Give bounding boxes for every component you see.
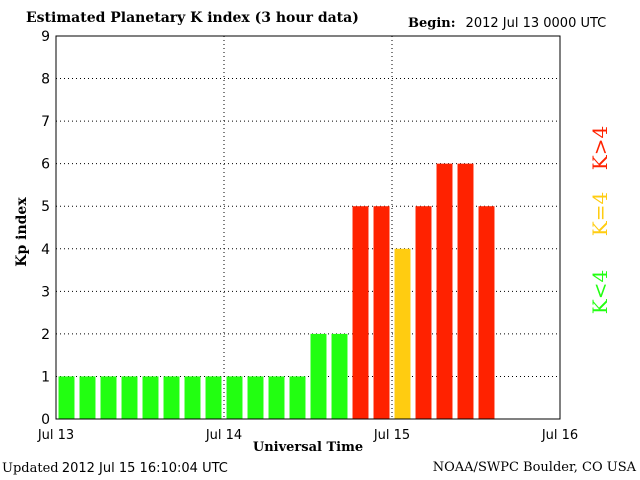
y-axis-label: Kp index — [14, 197, 30, 267]
y-tick-label: 4 — [41, 242, 50, 258]
kp-bar — [79, 376, 96, 419]
grid-lines — [56, 36, 560, 419]
x-tick-labels: Jul 13 Jul 14 Jul 15 Jul 16 — [37, 428, 578, 443]
y-tick-label: 9 — [41, 29, 50, 45]
kp-bar — [478, 206, 495, 419]
x-tick-label: Jul 13 — [37, 428, 74, 443]
kp-bar — [352, 206, 369, 419]
kp-bar — [142, 376, 159, 419]
kp-bar — [226, 376, 243, 419]
kp-bar — [247, 376, 264, 419]
y-tick-label: 7 — [41, 114, 50, 130]
kp-bar — [415, 206, 432, 419]
y-tick-labels: 0 1 2 3 4 5 6 7 8 9 — [41, 29, 50, 428]
kp-bar — [331, 333, 348, 419]
kp-bar — [310, 333, 327, 419]
begin-label: Begin: — [408, 16, 456, 31]
kp-bar — [121, 376, 138, 419]
x-tick-label: Jul 14 — [205, 428, 242, 443]
kp-bar — [373, 206, 390, 419]
plot-area-frame — [55, 35, 561, 420]
kp-bar — [205, 376, 222, 419]
x-axis-label: Universal Time — [252, 440, 364, 455]
legend-k-above-4: K>4 — [588, 125, 612, 171]
y-tick-label: 8 — [41, 72, 50, 88]
legend-k-below-4: K<4 — [588, 269, 612, 315]
y-tick-label: 3 — [41, 284, 50, 300]
kp-bar — [436, 163, 453, 419]
x-tick-label: Jul 16 — [541, 428, 578, 443]
begin-timestamp: Begin: 2012 Jul 13 0000 UTC — [408, 15, 606, 31]
credit-text: NOAA/SWPC Boulder, CO USA — [432, 460, 636, 475]
kp-bar — [58, 376, 75, 419]
kp-bar — [289, 376, 306, 419]
updated-value: 2012 Jul 15 16:10:04 UTC — [61, 461, 228, 476]
y-tick-label: 1 — [41, 369, 50, 385]
begin-value: 2012 Jul 13 0000 UTC — [465, 16, 607, 31]
kp-bar — [457, 163, 474, 419]
y-tick-label: 0 — [41, 412, 50, 428]
updated-timestamp: Updated 2012 Jul 15 16:10:04 UTC — [2, 460, 228, 476]
y-tick-label: 2 — [41, 327, 50, 343]
kp-bar — [100, 376, 117, 419]
kp-bars — [58, 163, 495, 419]
legend-k-equals-4: K=4 — [588, 191, 612, 237]
y-tick-label: 6 — [41, 157, 50, 173]
kp-bar — [394, 248, 411, 419]
kp-bar — [268, 376, 285, 419]
chart-title: Estimated Planetary K index (3 hour data… — [26, 10, 359, 26]
y-tick-label: 5 — [41, 199, 50, 215]
updated-label: Updated — [2, 461, 59, 476]
kp-bar — [163, 376, 180, 419]
x-tick-label: Jul 15 — [373, 428, 410, 443]
kp-bar — [184, 376, 201, 419]
